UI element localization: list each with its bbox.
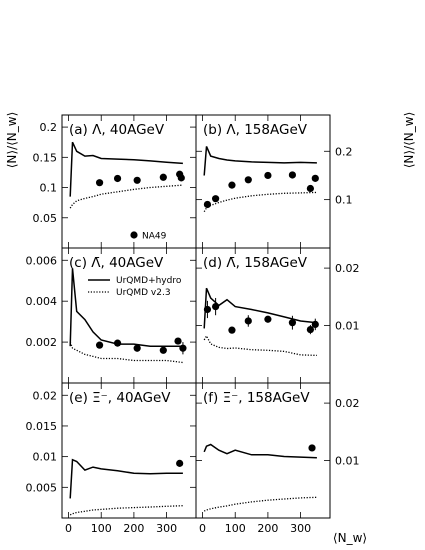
na49-data-point <box>228 326 236 334</box>
panel-label: (e) Ξ⁻, 40AGeV <box>69 390 171 406</box>
panel-f: 0.01 0.02 0 100 200 300 (f) Ξ⁻, 158AGeV <box>195 382 360 535</box>
y-tick-label: 0.01 <box>335 320 360 333</box>
panel-label: (a) Λ, 40AGeV <box>69 122 165 138</box>
y-tick-label: 0.1 <box>335 194 353 207</box>
y-axis-title-left: ⟨N⟩/⟨N_w⟩ <box>5 112 19 169</box>
urqmd-v23-line <box>69 505 183 516</box>
na49-data-point <box>264 171 272 180</box>
x-tick-label: 0 <box>199 522 206 535</box>
urqmd-hydro-line <box>69 141 183 197</box>
y-tick-label: 0.02 <box>335 397 360 410</box>
na49-data-point <box>174 337 182 345</box>
x-axis-title: ⟨N_w⟩ <box>333 531 367 545</box>
urqmd-hydro-line <box>203 443 317 459</box>
na49-data-point <box>288 171 297 179</box>
na49-data-point <box>288 319 297 327</box>
urqmd-v23-line <box>69 341 183 364</box>
x-tick-label: 100 <box>225 522 246 535</box>
na49-data-point <box>228 181 236 189</box>
panels-group: 0.05 0.1 0.15 0.2 (a) Λ, 40AGeV 0.1 0.2 (b) Λ, … <box>26 114 360 535</box>
y-tick-label: 0.01 <box>33 451 58 464</box>
na49-data-point <box>311 174 319 182</box>
legend-dotted-label: UrQMD v2.3 <box>116 288 171 298</box>
na49-data-point <box>212 302 220 311</box>
na49-data-point <box>306 325 314 334</box>
na49-data-point <box>306 184 314 193</box>
y-tick-label: 0.05 <box>33 212 58 225</box>
na49-data-point <box>133 176 141 184</box>
panel-b: 0.1 0.2 (b) Λ, 158AGeV <box>195 114 353 249</box>
legend-na49-label: NA49 <box>142 232 167 242</box>
x-tick-label: 0 <box>65 522 72 535</box>
x-tick-label: 200 <box>257 522 278 535</box>
panel-label: (f) Ξ⁻, 158AGeV <box>203 390 310 406</box>
panel-label: (c) Λ̄, 40AGeV <box>69 255 164 271</box>
na49-data-point <box>179 344 187 352</box>
urqmd-v23-line <box>203 191 317 213</box>
y-tick-label: 0.006 <box>26 254 58 267</box>
panel-frame <box>195 382 331 519</box>
panel-a: 0.05 0.1 0.15 0.2 (a) Λ, 40AGeV <box>33 114 197 249</box>
x-tick-label: 100 <box>91 522 112 535</box>
na49-data-point <box>244 176 252 184</box>
y-tick-label: 0.1 <box>40 182 58 195</box>
panel-c: 0.002 0.004 0.006 (c) Λ̄, 40AGeV <box>26 247 197 384</box>
na49-data-point <box>95 179 104 187</box>
panel-d: 0.01 0.02 (d) Λ̄, 158AGeV <box>195 247 360 384</box>
x-tick-label: 300 <box>156 522 177 535</box>
na49-data-point <box>176 459 184 467</box>
legend-solid-label: UrQMD+hydro <box>116 276 182 286</box>
urqmd-hydro-line <box>69 458 183 499</box>
panel-e: 0.005 0.01 0.015 0.02 0 100 200 300 (e) Ξ⁻, 40AG… <box>26 382 197 535</box>
na49-data-point <box>113 339 122 347</box>
y-tick-label: 0.015 <box>26 420 58 433</box>
urqmd-hydro-line <box>69 268 183 347</box>
y-tick-label: 0.2 <box>335 145 353 158</box>
na49-data-point <box>113 174 122 183</box>
y-tick-label: 0.01 <box>335 455 360 468</box>
y-tick-label: 0.02 <box>335 262 360 275</box>
y-tick-label: 0.15 <box>33 151 58 164</box>
y-tick-label: 0.004 <box>26 295 58 308</box>
na49-data-point <box>264 315 272 323</box>
na49-data-point <box>311 320 319 329</box>
na49-data-point <box>159 173 167 181</box>
y-tick-label: 0.005 <box>26 481 58 494</box>
urqmd-hydro-line <box>203 146 317 176</box>
na49-data-point <box>203 200 212 209</box>
na49-data-point <box>244 317 252 325</box>
na49-data-point <box>308 444 316 452</box>
x-tick-label: 200 <box>123 522 144 535</box>
urqmd-v23-line <box>203 334 317 357</box>
legend-marker-icon <box>130 231 138 239</box>
na49-data-point <box>203 305 212 314</box>
y-axis-title-right: ⟨N⟩/⟨N_w⟩ <box>402 112 416 169</box>
na49-data-point <box>95 341 104 349</box>
na49-data-point <box>133 344 141 352</box>
urqmd-v23-line <box>203 496 317 512</box>
na49-data-point <box>177 174 185 182</box>
urqmd-v23-line <box>69 184 183 209</box>
y-tick-label: 0.002 <box>26 336 58 349</box>
na49-data-point <box>159 346 167 354</box>
x-tick-label: 300 <box>290 522 311 535</box>
y-tick-label: 0.2 <box>40 121 58 134</box>
na49-data-point <box>212 195 220 203</box>
panel-label: (d) Λ̄, 158AGeV <box>203 255 308 271</box>
panel-label: (b) Λ, 158AGeV <box>203 122 308 138</box>
y-tick-label: 0.02 <box>33 389 58 402</box>
urqmd-hydro-line <box>203 287 317 329</box>
